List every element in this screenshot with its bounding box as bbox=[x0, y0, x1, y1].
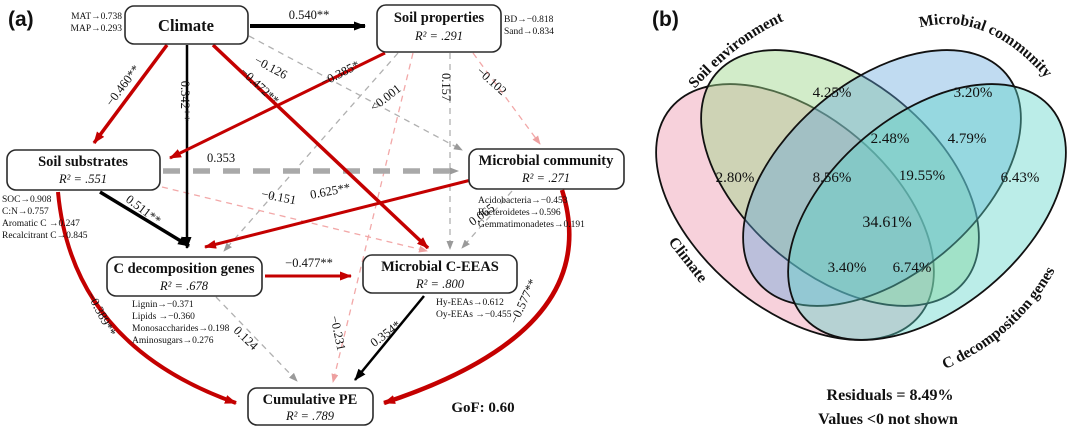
box-cumulative-pe: Cumulative PE R² = .789 bbox=[247, 387, 374, 426]
coef-climate-c-genes: 0.342** bbox=[178, 81, 192, 122]
climate-indicator: MAP→0.293 bbox=[71, 24, 123, 34]
venn-value-mid-left: 8.56% bbox=[813, 170, 852, 186]
box-soil-substrates-rect bbox=[6, 149, 161, 191]
sem-paths bbox=[56, 21, 572, 406]
venn-region-values: 2.80% 4.25% 3.20% 6.43% 2.48% 4.79% 8.56… bbox=[716, 85, 1040, 276]
climate-indicator: MAT→0.738 bbox=[71, 12, 122, 22]
box-cumulative-pe-rect bbox=[247, 387, 374, 426]
venn-value-soil-env-microbial: 2.48% bbox=[871, 131, 910, 147]
c-eeas-indicator: Hy-EEAs→0.612 bbox=[436, 298, 504, 308]
venn-value-mid-right: 19.55% bbox=[899, 168, 945, 184]
venn-value-genes-only: 6.43% bbox=[1001, 170, 1040, 186]
coef-microbial-community-c-genes: 0.625** bbox=[309, 180, 352, 201]
venn-ellipse-climate bbox=[655, 83, 935, 341]
path-c-genes-to-cumulative-pe bbox=[215, 296, 298, 382]
coef-soil-properties-cumulative-pe: −0.231 bbox=[327, 315, 348, 352]
path-soil-substrates-to-c-eeas bbox=[161, 186, 428, 253]
path-microbial-community-to-cumulative-pe-curve bbox=[383, 189, 572, 406]
venn-value-microbial-community-only: 3.20% bbox=[954, 85, 993, 101]
venn-value-soil-environment-only: 4.25% bbox=[813, 85, 852, 101]
coef-soil-substrates-c-eeas: −0.151 bbox=[260, 187, 297, 207]
box-microbial-community-rect bbox=[468, 148, 625, 190]
venn-value-bottom-right: 6.74% bbox=[893, 260, 932, 276]
box-soil-substrates-title: Soil substrates bbox=[38, 154, 128, 170]
venn-residuals: Residuals = 8.49% bbox=[827, 387, 954, 404]
box-cumulative-pe-title: Cumulative PE bbox=[263, 392, 358, 408]
microbial-community-indicator: Bacteroidetes→0.596 bbox=[478, 208, 561, 218]
microbial-community-indicator: Acidobacteria→−0.453 bbox=[478, 196, 568, 206]
box-soil-properties-rect bbox=[376, 4, 502, 53]
box-microbial-community: Microbial community R² = .271 Acidobacte… bbox=[468, 148, 625, 230]
path-microbial-community-to-c-genes bbox=[204, 178, 472, 249]
panel-a-label: (a) bbox=[8, 8, 34, 31]
coef-soil-substrates-cumulative-pe: −0.389** bbox=[84, 290, 119, 339]
path-soil-properties-to-cumulative-pe bbox=[331, 52, 414, 383]
path-microbial-community-to-c-eeas bbox=[461, 190, 513, 249]
box-c-decomposition-genes-rect bbox=[106, 256, 263, 297]
path-soil-properties-to-microbial-community bbox=[472, 52, 541, 145]
c-genes-indicator: Monosaccharides→0.198 bbox=[132, 324, 230, 334]
venn-value-climate-only: 2.80% bbox=[716, 170, 755, 186]
soil-substrates-indicator: SOC→0.908 bbox=[2, 195, 52, 205]
box-c-decomposition-genes: C decomposition genes R² = .678 Lignin→−… bbox=[106, 256, 263, 346]
panel-b-label: (b) bbox=[652, 8, 679, 31]
goodness-of-fit: GoF: 0.60 bbox=[451, 400, 514, 416]
c-genes-indicator: Lipids →−0.360 bbox=[132, 312, 195, 322]
microbial-community-indicator: Gemmatimonadetes→0.191 bbox=[478, 220, 585, 230]
box-climate: Climate MAT→0.738 MAP→0.293 bbox=[71, 5, 249, 45]
coef-c-genes-c-eeas: −0.477** bbox=[285, 256, 333, 270]
box-soil-substrates-r2: R² = .551 bbox=[58, 172, 107, 186]
path-soil-properties-to-soil-substrates bbox=[169, 51, 386, 160]
venn-value-microbial-genes: 4.79% bbox=[948, 131, 987, 147]
venn-ellipse-c-decomposition-genes bbox=[787, 83, 1067, 341]
coef-c-eeas-cumulative-pe: 0.354* bbox=[368, 318, 404, 350]
soil-substrates-indicator: Recalcitrant C→0.845 bbox=[2, 231, 88, 241]
box-microbial-c-eeas-rect bbox=[362, 254, 518, 294]
box-soil-properties-title: Soil properties bbox=[394, 10, 485, 26]
path-climate-to-soil-substrates bbox=[92, 43, 169, 145]
venn-note: Values <0 not shown bbox=[818, 411, 958, 428]
box-climate-title: Climate bbox=[158, 16, 214, 35]
soil-properties-indicator: Sand→0.834 bbox=[504, 27, 554, 37]
box-microbial-community-r2: R² = .271 bbox=[521, 171, 570, 185]
c-genes-indicator: Aminosugars→0.276 bbox=[132, 336, 214, 346]
path-climate-to-c-eeas bbox=[211, 43, 430, 250]
box-soil-substrates: Soil substrates R² = .551 SOC→0.908 C:N→… bbox=[2, 149, 161, 241]
venn-ellipses bbox=[655, 49, 1067, 341]
path-climate-to-microbial-community bbox=[248, 35, 463, 151]
coef-c-genes-cumulative-pe: 0.124 bbox=[231, 323, 261, 353]
box-cumulative-pe-r2: R² = .789 bbox=[285, 409, 335, 423]
venn-value-center: 34.61% bbox=[862, 214, 911, 231]
box-climate-rect bbox=[124, 5, 249, 45]
path-soil-substrates-to-cumulative-pe-curve bbox=[56, 191, 237, 405]
panel-b-venn-diagram: (b) Soil environment Microbial community… bbox=[652, 8, 1067, 428]
box-c-decomposition-genes-r2: R² = .678 bbox=[159, 279, 209, 293]
box-soil-properties: Soil properties R² = .291 BD→−0.818 Sand… bbox=[376, 4, 554, 53]
path-soil-substrates-to-c-genes bbox=[99, 190, 190, 248]
box-microbial-c-eeas: Microbial C-EEAS R² = .800 Hy-EEAs→0.612… bbox=[362, 254, 518, 320]
panel-a-sem-diagram: (a) bbox=[2, 4, 625, 426]
coef-soil-substrates-microbial-community: 0.353 bbox=[207, 151, 235, 165]
coef-soil-properties-microbial-community: −0.102 bbox=[474, 64, 510, 98]
venn-value-bottom-left: 3.40% bbox=[828, 260, 867, 276]
coef-climate-soil-properties: 0.540** bbox=[289, 8, 330, 22]
c-eeas-indicator: Oy-EEAs →−0.455 bbox=[436, 310, 512, 320]
box-soil-properties-r2: R² = .291 bbox=[414, 29, 463, 43]
box-microbial-c-eeas-title: Microbial C-EEAS bbox=[381, 259, 499, 275]
soil-substrates-indicator: Aromatic C →0.247 bbox=[2, 219, 80, 229]
c-genes-indicator: Lignin→−0.371 bbox=[132, 300, 194, 310]
venn-ellipse-soil-environment bbox=[700, 49, 980, 307]
soil-properties-indicator: BD→−0.818 bbox=[504, 15, 554, 25]
box-microbial-c-eeas-r2: R² = .800 bbox=[415, 277, 465, 291]
soil-substrates-indicator: C:N→0.757 bbox=[2, 207, 49, 217]
box-microbial-community-title: Microbial community bbox=[479, 153, 614, 169]
coef-soil-properties-c-eeas: 0.157 bbox=[439, 73, 453, 101]
box-c-decomposition-genes-title: C decomposition genes bbox=[114, 261, 255, 277]
path-c-eeas-to-cumulative-pe bbox=[354, 295, 425, 381]
venn-ellipse-microbial-community bbox=[742, 49, 1022, 307]
